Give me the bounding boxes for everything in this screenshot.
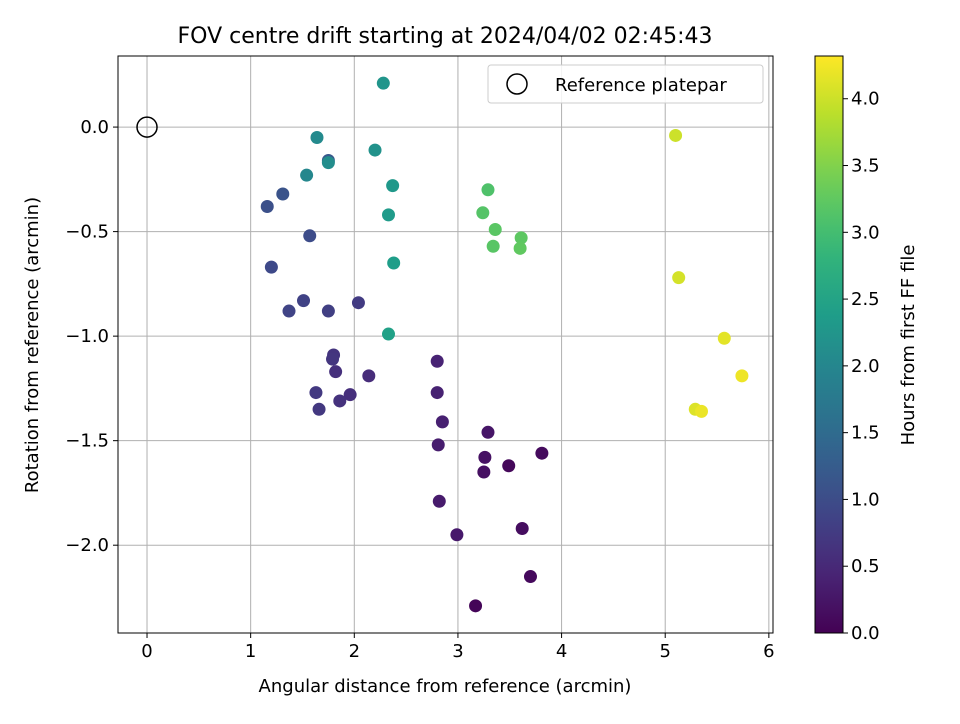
data-point [381, 208, 395, 222]
data-point [260, 200, 274, 214]
reference-platepar-marker [136, 116, 158, 138]
data-point [432, 494, 446, 508]
legend-marker-open-circle [506, 73, 528, 95]
grid-layer [118, 56, 773, 633]
data-point [326, 352, 340, 366]
data-point [351, 296, 365, 310]
colorbar-tick-layer: 0.0 0.5 1.0 1.5 2.0 2.5 3.0 3.5 4.0 [843, 89, 880, 644]
data-point [669, 128, 683, 142]
data-point [264, 260, 278, 274]
data-point [309, 386, 323, 400]
data-point [435, 415, 449, 429]
y-tick-label: −1.0 [65, 326, 109, 347]
data-point [297, 294, 311, 308]
data-point [481, 425, 495, 439]
x-tick-label: 0 [141, 641, 152, 662]
x-tick-label: 3 [452, 641, 463, 662]
colorbar-tick-label: 3.5 [851, 156, 880, 177]
data-point [386, 179, 400, 193]
colorbar-tick-label: 1.5 [851, 423, 880, 444]
data-point [513, 241, 527, 255]
data-point [343, 388, 357, 402]
data-point [672, 271, 686, 285]
x-tick-label: 2 [349, 641, 360, 662]
data-point [321, 304, 335, 318]
data-point [387, 256, 401, 270]
data-point [535, 446, 549, 460]
y-axis-label: Rotation from reference (arcmin) [22, 197, 43, 493]
data-point [430, 354, 444, 368]
data-point [717, 331, 731, 345]
colorbar-tick-label: 0.5 [851, 556, 880, 577]
data-point [300, 168, 314, 182]
legend-entry-label: Reference platepar [555, 75, 727, 96]
data-point [310, 131, 324, 145]
x-tick-label: 6 [763, 641, 774, 662]
data-point [368, 143, 382, 157]
reference-layer [136, 116, 158, 138]
y-tick-label: 0.0 [80, 117, 109, 138]
y-tick-layer: 0.0 −0.5 −1.0 −1.5 −2.0 [65, 117, 118, 556]
x-tick-label: 1 [245, 641, 256, 662]
data-point [488, 223, 502, 237]
colorbar-tick-label: 2.0 [851, 356, 880, 377]
data-point [376, 76, 390, 90]
y-tick-label: −1.5 [65, 431, 109, 452]
chart-title: FOV centre drift starting at 2024/04/02 … [178, 24, 713, 49]
data-point [450, 528, 464, 542]
data-point [523, 570, 537, 584]
colorbar-gradient [814, 55, 844, 634]
data-point [276, 187, 290, 201]
data-point [476, 206, 490, 220]
legend: Reference platepar [487, 64, 764, 104]
data-point [515, 521, 529, 535]
x-tick-layer: 0 1 2 3 4 5 6 [141, 633, 775, 662]
data-point [333, 394, 347, 408]
data-point [431, 438, 445, 452]
x-axis-label: Angular distance from reference (arcmin) [259, 676, 632, 697]
colorbar-tick-label: 3.0 [851, 222, 880, 243]
y-tick-label: −2.0 [65, 535, 109, 556]
data-point [329, 365, 343, 379]
data-point [303, 229, 317, 243]
colorbar-label: Hours from first FF file [898, 245, 919, 446]
data-point [694, 404, 708, 418]
data-point [430, 386, 444, 400]
colorbar-tick-label: 2.5 [851, 289, 880, 310]
data-point [502, 459, 516, 473]
data-point [312, 402, 326, 416]
plot-frame [117, 55, 774, 634]
data-point [478, 450, 492, 464]
colorbar-tick-label: 0.0 [851, 623, 880, 644]
data-point [469, 599, 483, 613]
colorbar-tick-label: 1.0 [851, 489, 880, 510]
y-tick-label: −0.5 [65, 222, 109, 243]
x-tick-label: 5 [659, 641, 670, 662]
data-point [477, 465, 491, 479]
data-point [381, 327, 395, 341]
x-tick-label: 4 [556, 641, 567, 662]
data-point [362, 369, 376, 383]
data-point [282, 304, 296, 318]
colorbar: 0.0 0.5 1.0 1.5 2.0 2.5 3.0 3.5 4.0 Hours from f… [814, 55, 919, 644]
data-point [321, 156, 335, 170]
data-point [481, 183, 495, 197]
colorbar-tick-label: 4.0 [851, 89, 880, 110]
data-point [514, 231, 528, 245]
legend-box [487, 64, 764, 104]
data-point [486, 239, 500, 253]
data-point [735, 369, 749, 383]
points-layer [260, 76, 749, 613]
